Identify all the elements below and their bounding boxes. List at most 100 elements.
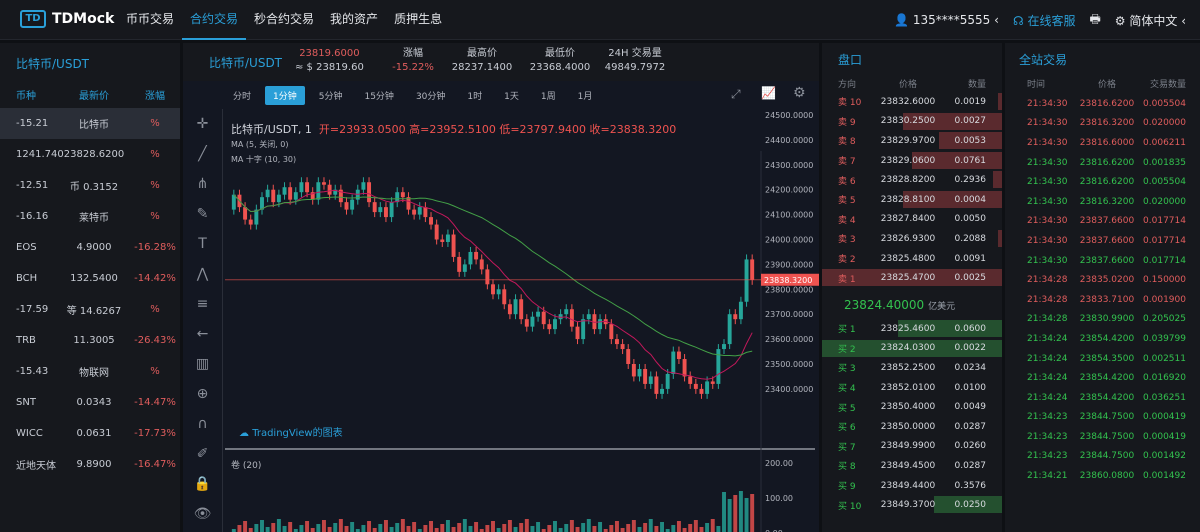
pattern-icon[interactable]: ⋀ — [196, 266, 209, 282]
chevron-icon: ‹ — [1177, 13, 1186, 28]
indicators-icon[interactable]: 📈 — [761, 86, 776, 100]
book-row[interactable]: 卖 6 23828.8200 0.2936 — [822, 170, 1002, 190]
market-row[interactable]: -12.51 币 0.3152% — [0, 170, 180, 201]
price-tick: 24300.0000 — [765, 161, 813, 170]
nav-contract[interactable]: 合约交易 — [182, 0, 247, 40]
market-row[interactable]: TRB 11.3005 -26.43% — [0, 325, 180, 356]
volume-bar — [429, 521, 433, 532]
book-price: 23824.0300 — [880, 343, 936, 354]
timeframe-1[interactable]: 1分钟 — [265, 85, 305, 105]
book-row[interactable]: 买 6 23850.0000 0.0287 — [822, 417, 1002, 437]
col-amount: 交易数量 — [1149, 80, 1186, 90]
book-row[interactable]: 买 9 23849.4400 0.3576 — [822, 476, 1002, 496]
brush-icon[interactable]: ✎ — [196, 206, 209, 222]
candle-body — [316, 182, 321, 200]
volume-bar — [248, 528, 253, 532]
support-link[interactable]: ☊ 在线客服 — [1013, 12, 1076, 29]
tradingview-chart[interactable]: 分时 1分钟 5分钟 15分钟 30分钟 1时 1天 1周 1月 ⤢ 📈 ⚙ ✛ ╱ ⋔ ✎ T… — [183, 81, 819, 532]
book-row[interactable]: 买 3 23852.2500 0.0234 — [822, 358, 1002, 378]
language-menu[interactable]: ⚙ 简体中文 ‹ — [1115, 12, 1186, 29]
book-row[interactable]: 买 10 23849.3700 0.0250 — [822, 495, 1002, 515]
eye-icon[interactable]: 👁 — [193, 506, 212, 522]
pencil-icon[interactable]: ✐ — [196, 446, 209, 462]
zoom-icon[interactable]: ⊕ — [196, 386, 209, 402]
fib-icon[interactable]: ≡ — [196, 296, 209, 312]
book-row[interactable]: 卖 10 23832.6000 0.0019 — [822, 92, 1002, 112]
book-row[interactable]: 卖 8 23829.9700 0.0053 — [822, 131, 1002, 151]
market-price: 132.5400 — [70, 273, 118, 284]
book-row[interactable]: 买 8 23849.4500 0.0287 — [822, 456, 1002, 476]
nav-staking[interactable]: 质押生息 — [394, 12, 443, 26]
book-row[interactable]: 买 4 23852.0100 0.0100 — [822, 378, 1002, 398]
market-row[interactable]: BCH 132.5400 -14.42% — [0, 263, 180, 294]
book-side: 买 1 — [838, 325, 856, 336]
trade-row: 21:34:30 23816.6200 0.005504 — [1005, 94, 1200, 114]
book-row[interactable]: 买 2 23824.0300 0.0022 — [822, 339, 1002, 359]
crosshair-icon[interactable]: ✛ — [196, 116, 209, 132]
chart-title: 比特币/USDT, 1 — [231, 123, 312, 136]
market-price: 物联网 — [79, 368, 109, 379]
book-row[interactable]: 卖 4 23827.8400 0.0050 — [822, 210, 1002, 230]
candle-body — [727, 314, 732, 345]
nav-assets[interactable]: 我的资产 — [330, 12, 379, 26]
candle-body — [282, 187, 287, 195]
book-row[interactable]: 卖 2 23825.4800 0.0091 — [822, 249, 1002, 269]
market-row[interactable]: SNT 0.0343 -14.47% — [0, 387, 180, 418]
book-row[interactable]: 卖 7 23829.0600 0.0761 — [822, 151, 1002, 171]
text-icon[interactable]: T — [198, 236, 207, 252]
timeframe-2[interactable]: 5分钟 — [318, 91, 343, 102]
volume-tick: 200.00 — [765, 459, 793, 468]
timeframe-5[interactable]: 1时 — [467, 91, 483, 102]
bids-list: 买 1 23825.4600 0.0600 买 2 23824.0300 0.0022 买 … — [822, 319, 1002, 515]
timeframe-0[interactable]: 分时 — [233, 91, 252, 102]
timeframe-3[interactable]: 15分钟 — [364, 91, 394, 102]
trade-qty: 0.017714 — [1143, 216, 1186, 227]
market-row[interactable]: EOS 4.9000 -16.28% — [0, 232, 180, 263]
fork-icon[interactable]: ⋔ — [196, 176, 209, 192]
market-row[interactable]: 1241.740 23828.6200% — [0, 139, 180, 170]
trade-time: 21:34:30 — [1027, 216, 1068, 227]
book-row[interactable]: 买 7 23849.9900 0.0260 — [822, 437, 1002, 457]
book-row[interactable]: 买 1 23825.4600 0.0600 — [822, 319, 1002, 339]
trade-time: 21:34:30 — [1027, 137, 1068, 148]
volume-bar — [569, 520, 574, 532]
settings-gear-icon[interactable]: ⚙ — [793, 85, 806, 101]
market-row[interactable]: -17.59 等 14.6267% — [0, 294, 180, 325]
lock-icon[interactable]: 🔒 — [193, 476, 212, 492]
brand-logo[interactable]: TD TDMock — [20, 10, 114, 28]
nav-spot[interactable]: 币币交易 — [126, 12, 175, 26]
market-row[interactable]: -15.43 物联网% — [0, 356, 180, 387]
fullscreen-icon[interactable]: ⤢ — [731, 87, 741, 101]
market-row[interactable]: WICC 0.0631 -17.73% — [0, 418, 180, 449]
user-menu[interactable]: 👤 135****5555 ‹ — [894, 13, 999, 27]
book-price: 23852.0100 — [880, 382, 936, 393]
market-row[interactable]: 近地天体 9.8900 -16.47% — [0, 449, 180, 480]
ruler-icon[interactable]: ▥ — [195, 356, 210, 372]
volume-bar — [547, 525, 552, 532]
trade-price: 23837.6600 — [1079, 235, 1135, 246]
trendline-icon[interactable]: ╱ — [198, 146, 207, 162]
market-change: -16.47% — [134, 459, 176, 470]
candle-body — [524, 319, 529, 327]
trade-time: 21:34:30 — [1027, 177, 1068, 188]
arrow-left-icon[interactable]: ← — [196, 326, 209, 342]
market-row[interactable]: -15.21 比特币% — [0, 108, 180, 139]
trade-row: 21:34:30 23837.6600 0.017714 — [1005, 251, 1200, 271]
book-row[interactable]: 卖 9 23830.2500 0.0027 — [822, 112, 1002, 132]
book-row[interactable]: 买 5 23850.4000 0.0049 — [822, 397, 1002, 417]
trade-price: 23844.7500 — [1079, 412, 1135, 423]
timeframe-7[interactable]: 1周 — [540, 91, 556, 102]
candle-body — [406, 197, 411, 210]
timeframe-6[interactable]: 1天 — [504, 91, 519, 102]
print-icon[interactable]: 🖶 — [1089, 11, 1101, 26]
book-row[interactable]: 卖 5 23828.8100 0.0004 — [822, 190, 1002, 210]
timeframe-8[interactable]: 1月 — [577, 91, 593, 102]
candle-body — [569, 309, 574, 327]
magnet-icon[interactable]: ∩ — [197, 416, 208, 432]
candle-body — [361, 182, 366, 190]
market-row[interactable]: -16.16 莱特币% — [0, 201, 180, 232]
book-row[interactable]: 卖 3 23826.9300 0.2088 — [822, 229, 1002, 249]
book-row[interactable]: 卖 1 23825.4700 0.0025 — [822, 268, 1002, 288]
timeframe-4[interactable]: 30分钟 — [415, 91, 446, 102]
nav-second-contract[interactable]: 秒合约交易 — [254, 12, 315, 26]
